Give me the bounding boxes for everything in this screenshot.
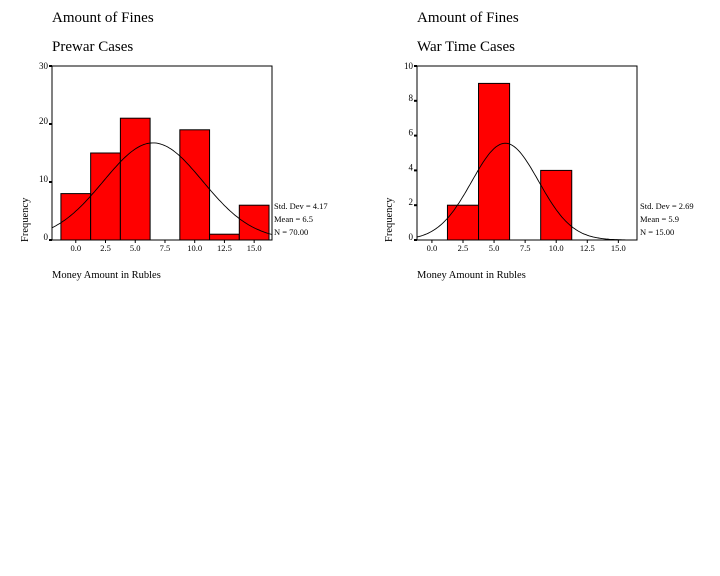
- normal-curve-prewar: [51, 142, 273, 235]
- chart-title-wartime: Amount of Fines: [417, 10, 519, 26]
- x-axis-label-prewar: Money Amount in Rubles: [52, 270, 161, 281]
- normal-curve-wartime: [416, 142, 638, 241]
- y-tick-label-prewar: 30: [39, 61, 49, 71]
- stat-std-dev: Std. Dev = 4.17: [274, 201, 328, 211]
- plot-frame-wartime: [416, 65, 638, 241]
- x-tick-label-prewar: 2.5: [100, 243, 111, 253]
- stat-n: N = 70.00: [274, 227, 309, 237]
- histogram-bar-wartime: [446, 204, 480, 241]
- y-tick-label-prewar: 0: [44, 232, 49, 242]
- histogram-bar-prewar: [179, 129, 211, 241]
- histogram-bar-prewar: [119, 117, 151, 241]
- x-tick-label-prewar: 0.0: [70, 243, 81, 253]
- stats-box-wartime: Std. Dev = 2.69 Mean = 5.9 N = 15.00: [640, 200, 694, 239]
- y-tick-label-prewar: 10: [39, 174, 49, 184]
- y-tick-label-wartime: 6: [409, 128, 414, 138]
- x-tick-label-wartime: 10.0: [549, 243, 564, 253]
- chart-subtitle-prewar: Prewar Cases: [52, 39, 134, 55]
- chart-subtitle-wartime: War Time Cases: [417, 39, 515, 55]
- x-axis-label-wartime: Money Amount in Rubles: [417, 270, 526, 281]
- histogram-bar-prewar: [209, 233, 240, 241]
- y-tick-label-wartime: 0: [409, 232, 414, 242]
- histogram-bar-wartime: [540, 169, 573, 241]
- x-tick-label-prewar: 7.5: [160, 243, 171, 253]
- y-tick-label-wartime: 2: [409, 197, 414, 207]
- plot-frame-prewar: [51, 65, 273, 241]
- stat-mean: Mean = 6.5: [274, 214, 314, 224]
- chart-title-prewar: Amount of Fines: [52, 10, 154, 26]
- y-tick-label-wartime: 8: [409, 93, 414, 103]
- x-tick-label-wartime: 12.5: [580, 243, 595, 253]
- stat-std-dev: Std. Dev = 2.69: [640, 201, 694, 211]
- y-tick-label-wartime: 10: [404, 61, 414, 71]
- x-tick-label-prewar: 15.0: [247, 243, 262, 253]
- x-tick-label-wartime: 7.5: [520, 243, 531, 253]
- x-tick-label-prewar: 10.0: [187, 243, 202, 253]
- stat-n: N = 15.00: [640, 227, 675, 237]
- histogram-bar-prewar: [238, 204, 270, 241]
- x-tick-label-prewar: 12.5: [217, 243, 232, 253]
- stat-mean: Mean = 5.9: [640, 214, 680, 224]
- x-tick-label-prewar: 5.0: [130, 243, 141, 253]
- y-tick-label-prewar: 20: [39, 116, 49, 126]
- stats-box-prewar: Std. Dev = 4.17 Mean = 6.5 N = 70.00: [274, 200, 328, 239]
- x-tick-label-wartime: 0.0: [427, 243, 438, 253]
- x-tick-label-wartime: 2.5: [458, 243, 469, 253]
- x-tick-label-wartime: 5.0: [489, 243, 500, 253]
- x-tick-label-wartime: 15.0: [611, 243, 626, 253]
- y-tick-label-wartime: 4: [409, 162, 414, 172]
